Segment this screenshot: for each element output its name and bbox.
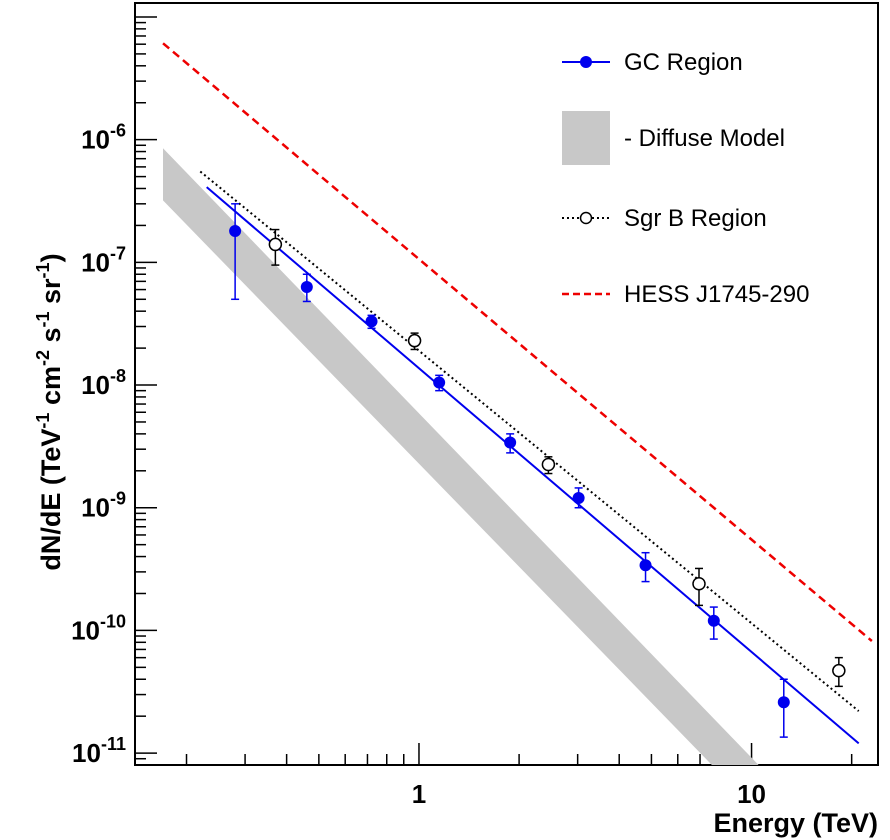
gc-region-point: [433, 376, 446, 389]
legend-diffuse-swatch: [562, 111, 610, 165]
gc-region-fit-line: [206, 186, 860, 745]
sgr-b-region-point: [407, 333, 422, 348]
legend-item-hess: HESS J1745-290: [562, 281, 809, 308]
legend-diffuse-label: - Diffuse Model: [624, 125, 785, 152]
gc-region-point: [707, 614, 720, 627]
legend-hess-label: HESS J1745-290: [624, 281, 809, 308]
sgr-b-region-point: [832, 663, 846, 678]
gc-region-point: [504, 436, 517, 449]
y-tick-label: 10-11: [72, 734, 126, 768]
gc-region-point: [300, 280, 313, 293]
legend-gc-label: GC Region: [624, 49, 743, 76]
x-tick-label: 10: [737, 779, 766, 809]
axis-ticks: [135, 16, 853, 766]
y-tick-label: 10-7: [81, 243, 126, 277]
diffuse-band-layer: [163, 148, 759, 766]
tick-label-layer: 1 10 10-11 10-10 10-9 10-8 10-7 10-6: [71, 121, 766, 809]
sgr-b-region-point: [692, 577, 706, 591]
y-tick-label: 10-6: [81, 121, 126, 155]
sgr-b-region-point: [541, 457, 556, 472]
legend-sgrb-marker: [579, 211, 593, 225]
gc-region-point: [639, 559, 652, 572]
y-tick-label: 10-10: [71, 611, 126, 645]
legend-sgrb-label: Sgr B Region: [624, 205, 767, 232]
x-tick-label: 1: [412, 779, 426, 809]
y-tick-label: 10-9: [81, 489, 126, 523]
legend-item-sgrb-region: Sgr B Region: [562, 205, 767, 232]
sgr-b-region-fit-line: [199, 170, 860, 712]
gc-region-point: [572, 492, 585, 505]
diffuse-model-band: [163, 148, 759, 766]
legend: GC Region - Diffuse Model Sgr B Region H…: [562, 49, 809, 308]
sgr-b-region-point: [268, 237, 283, 252]
gc-region-point: [365, 315, 378, 328]
y-tick-label: 10-8: [81, 366, 126, 400]
legend-item-diffuse-model: - Diffuse Model: [562, 111, 785, 165]
series-marker-layer: [229, 203, 846, 738]
legend-gc-marker: [580, 56, 592, 68]
hess-j1745-290-line: [162, 42, 873, 642]
legend-item-gc-region: GC Region: [562, 49, 743, 76]
plot-frame: [134, 2, 879, 766]
gc-region-point: [777, 696, 790, 709]
x-axis-title: Energy (TeV): [713, 808, 878, 838]
gc-region-point: [229, 225, 242, 238]
y-axis-title: dN/dE (TeV-1 cm-2 s-1 sr-1): [33, 253, 66, 570]
series-line-layer: [162, 42, 873, 745]
